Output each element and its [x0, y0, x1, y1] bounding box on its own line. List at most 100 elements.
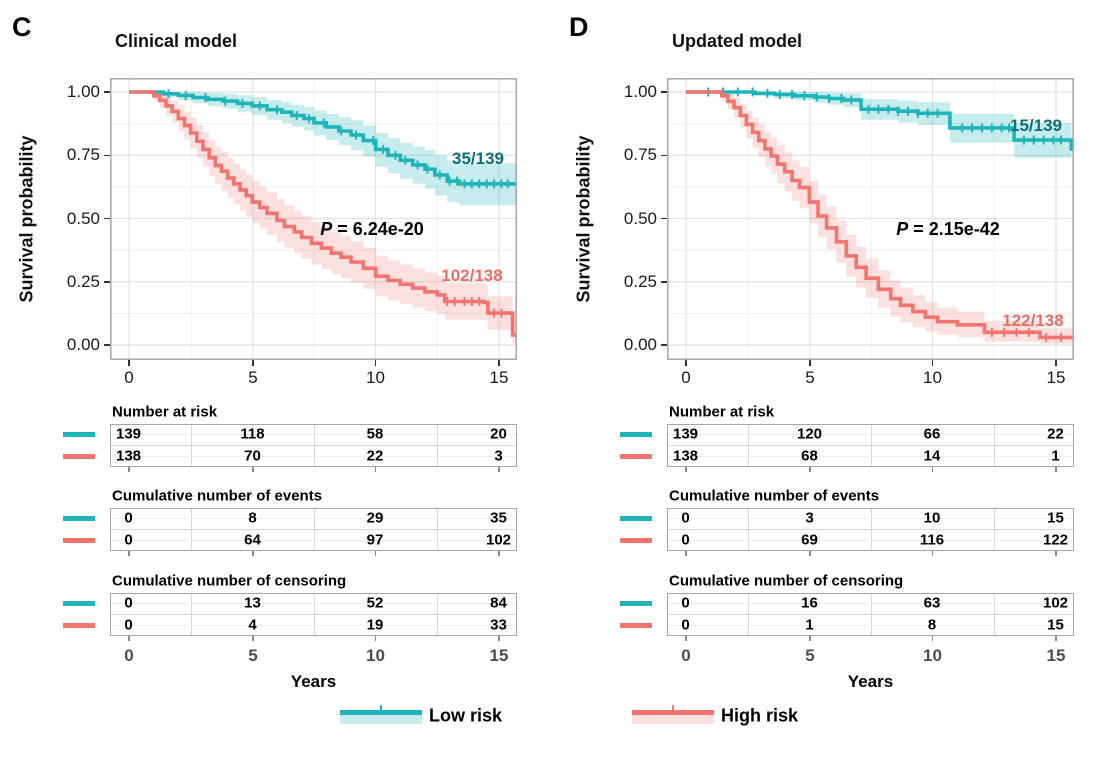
panel-updated-model: D Updated model Survival probability 1.00 0.…	[557, 0, 1096, 758]
table-axis-number: 0	[124, 646, 134, 665]
table-cell: 15	[1047, 509, 1064, 527]
table-row-gridline	[668, 434, 1073, 436]
confidence-band-high	[129, 92, 516, 344]
table-row-separator	[668, 529, 1073, 530]
legend-label: High risk	[721, 705, 799, 726]
y-tick-mark	[104, 91, 110, 93]
table-cell: 0	[124, 594, 133, 612]
y-tick-label: 0.75	[623, 145, 657, 165]
survival-curve-low	[129, 90, 516, 186]
x-tick-mark	[128, 360, 130, 366]
legend-censor-tick	[379, 705, 382, 712]
panel-letter: C	[12, 12, 32, 42]
y-tick-mark	[661, 217, 667, 220]
risk-table-title: Number at risk	[669, 403, 775, 421]
x-tick-label: 15	[1046, 368, 1066, 387]
table-cell: 139	[672, 425, 699, 443]
y-tick-label: 1.00	[66, 82, 100, 101]
table-row-gridline	[111, 434, 516, 436]
table-cell: 102	[485, 531, 512, 549]
table-cell: 19	[366, 616, 384, 634]
table-tick-mark	[685, 467, 687, 472]
table-row-separator	[111, 529, 516, 530]
table-cell: 8	[927, 616, 937, 634]
row-color-key-low	[620, 516, 652, 522]
table-row-separator	[111, 614, 516, 615]
table-cell: 58	[366, 425, 384, 443]
x-tick-label: 0	[124, 368, 134, 387]
x-tick-mark	[374, 360, 377, 366]
table-cell: 84	[490, 594, 507, 612]
table-tick-mark	[374, 551, 377, 556]
table-row-separator	[668, 445, 1073, 446]
table-axis-number: 15	[1046, 646, 1066, 665]
event-ratio-annotation-high: 102/138	[441, 266, 502, 285]
x-tick-mark	[931, 360, 934, 366]
legend-line	[340, 710, 422, 715]
pvalue-text: P = 2.15e-42	[896, 219, 1000, 239]
table-cell: 0	[681, 616, 690, 634]
risk-table-title: Cumulative number of censoring	[669, 572, 904, 590]
legend-swatch-low	[340, 702, 422, 730]
table-tick-mark	[809, 636, 811, 641]
survival-curve-high	[129, 90, 516, 337]
legend-item-low: Low risk	[340, 702, 530, 732]
table-cell: 139	[115, 425, 142, 443]
legend-band	[340, 715, 422, 724]
x-axis-label-years: Years	[290, 672, 337, 691]
table-cell: 138	[672, 447, 699, 465]
table-tick-mark	[252, 551, 254, 556]
table-cell: 35	[490, 509, 507, 527]
y-tick-mark	[661, 281, 667, 283]
table-row-gridline	[668, 603, 1073, 605]
table-tick-mark	[1055, 551, 1057, 556]
x-tick-label: 0	[681, 368, 691, 387]
panel-clinical-model: C Clinical model Survival probability 1.00 0…	[0, 0, 540, 758]
table-tick-mark	[685, 636, 687, 641]
y-tick-mark	[104, 154, 110, 157]
risk-table: 0 3 10 15 0 69 116 122	[667, 508, 1074, 551]
y-tick-mark	[661, 91, 667, 93]
y-tick-label: 0.25	[623, 271, 657, 291]
x-tick-label: 10	[366, 368, 385, 387]
y-tick-mark	[661, 154, 667, 157]
survival-curve-high	[686, 90, 1073, 340]
table-cell: 52	[366, 594, 384, 612]
table-cell: 69	[801, 531, 818, 549]
table-cell: 97	[366, 531, 384, 549]
table-tick-mark	[252, 467, 254, 472]
table-cell: 14	[923, 447, 941, 465]
x-tick-label: 5	[248, 368, 258, 387]
plot-border	[110, 78, 517, 360]
table-tick-mark	[1055, 636, 1057, 641]
table-cell: 118	[240, 425, 265, 443]
risk-table-title: Cumulative number of events	[112, 487, 323, 505]
table-axis-number: 5	[248, 646, 258, 665]
table-tick-mark	[1055, 467, 1057, 472]
row-color-key-low	[63, 601, 95, 607]
y-tick-mark	[661, 344, 667, 346]
pvalue-text: P = 6.24e-20	[320, 219, 424, 239]
y-tick-mark	[104, 281, 110, 283]
table-tick-mark	[809, 551, 811, 556]
y-tick-label: 0.25	[66, 271, 100, 291]
panel-title: Clinical model	[115, 31, 238, 51]
row-color-key-high	[63, 453, 95, 459]
table-cell: 10	[923, 509, 941, 527]
table-cell: 4	[248, 616, 257, 634]
table-tick-mark	[128, 551, 130, 556]
table-cell: 29	[366, 509, 384, 527]
legend-item-high: High risk	[632, 702, 822, 732]
y-tick-label: 1.00	[623, 82, 657, 101]
legend-band	[632, 715, 714, 724]
table-cell: 15	[1047, 616, 1064, 634]
table-cell: 0	[681, 531, 690, 549]
table-axis-number: 0	[681, 646, 691, 665]
table-row-gridline	[668, 455, 1073, 457]
x-tick-mark	[809, 360, 811, 366]
table-row-gridline	[111, 518, 516, 520]
event-ratio-annotation-high: 122/138	[1002, 311, 1063, 330]
table-cell: 33	[490, 616, 507, 634]
row-color-key-low	[63, 432, 95, 438]
legend-line	[632, 710, 714, 715]
